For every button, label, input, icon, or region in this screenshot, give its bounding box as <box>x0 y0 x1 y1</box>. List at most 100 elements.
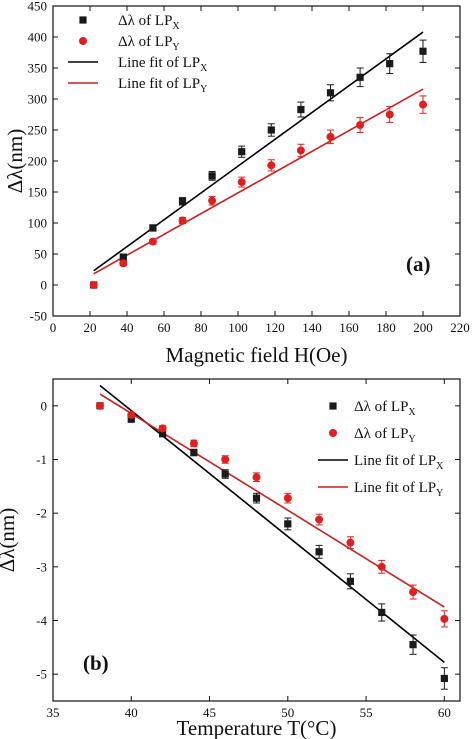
plot-frame <box>52 378 461 702</box>
legend-marker-square <box>79 16 87 24</box>
legend-marker-circle <box>79 37 87 45</box>
data-point-square <box>208 172 216 180</box>
data-point-circle <box>356 121 365 130</box>
data-point-square <box>178 197 187 205</box>
y-tick-label: -5 <box>36 667 47 682</box>
y-axis-title: Δλ(nm) <box>0 508 19 573</box>
y-tick-label: -4 <box>36 613 47 628</box>
data-point-circle <box>283 494 292 503</box>
data-point-circle <box>221 455 230 464</box>
legend-label-main: Δλ of LP <box>354 426 408 442</box>
legend-label: Line fit of LPX <box>118 55 208 74</box>
legend-marker-square <box>329 402 337 410</box>
y-tick-label: 250 <box>28 123 48 138</box>
panel-label: (b) <box>83 651 109 675</box>
data-point-circle <box>326 132 335 141</box>
data-point-circle <box>119 259 128 268</box>
y-tick-label: 0 <box>41 278 48 293</box>
x-tick-label: 60 <box>438 705 451 720</box>
data-point-circle <box>440 614 449 623</box>
legend-label-subscript: Y <box>172 42 179 53</box>
fit-line-y <box>93 88 424 275</box>
chart-panel-a: 0 20 40 60 80 100 120 140 160 180 200 220-500501001… <box>3 0 470 367</box>
x-tick-label: 60 <box>158 320 171 335</box>
x-tick-label: 50 <box>281 705 294 720</box>
panel-label: (a) <box>406 252 431 276</box>
fit-line-x <box>99 384 445 663</box>
legend-label-main: Line fit of LP <box>118 76 200 92</box>
data-point-square <box>221 470 229 478</box>
legend-label: Δλ of LPX <box>354 399 416 418</box>
data-point-square <box>356 73 364 81</box>
data-point-square <box>419 47 427 55</box>
data-point-square <box>149 224 157 232</box>
data-point-square <box>326 89 335 97</box>
legend-label: Δλ of LPX <box>118 13 180 32</box>
x-axis-title: Temperature T(°C) <box>177 716 337 739</box>
data-point-circle <box>409 588 418 597</box>
y-tick-label: 0 <box>41 398 48 413</box>
legend-label-main: Δλ of LP <box>354 399 408 415</box>
data-point-square <box>284 520 292 528</box>
x-tick-label: 20 <box>84 320 97 335</box>
data-point-square <box>386 60 394 68</box>
x-tick-label: 80 <box>195 320 208 335</box>
x-tick-label: 55 <box>360 705 373 720</box>
legend-label-subscript: Y <box>436 488 443 499</box>
data-point-circle <box>178 216 187 225</box>
x-axis-title: Magnetic field H(Oe) <box>166 343 348 367</box>
data-point-circle <box>208 196 217 205</box>
data-point-square <box>238 148 246 156</box>
y-tick-label: 50 <box>34 247 47 262</box>
data-point-square <box>346 577 355 585</box>
data-point-circle <box>89 281 98 289</box>
data-point-square <box>440 674 448 683</box>
data-point-circle <box>237 178 246 187</box>
y-tick-label: 350 <box>28 61 48 76</box>
data-point-square <box>378 608 386 617</box>
fit-line-y <box>99 393 445 608</box>
legend-label-main: Line fit of LP <box>354 480 436 496</box>
y-tick-label: 200 <box>28 154 48 169</box>
legend-label-subscript: X <box>408 407 416 418</box>
x-tick-label: 160 <box>339 320 359 335</box>
y-tick-label: -3 <box>36 559 47 574</box>
data-point-circle <box>377 562 386 571</box>
data-point-square <box>252 494 261 502</box>
x-tick-label: 0 <box>50 320 57 335</box>
legend-label-subscript: Y <box>408 434 415 445</box>
y-tick-label: -1 <box>36 452 47 467</box>
legend-label-main: Δλ of LP <box>118 34 172 50</box>
x-tick-label: 220 <box>450 320 470 335</box>
x-tick-label: 180 <box>376 320 396 335</box>
data-point-circle <box>419 100 427 109</box>
data-point-circle <box>267 161 276 170</box>
data-point-square <box>158 430 167 438</box>
chart-panel-b: 35 40 45 50 55 60 -5 -4 -3 -2 -1 0 Temperature T(°C)… <box>0 378 461 739</box>
data-point-square <box>315 548 323 556</box>
y-tick-label: -50 <box>30 309 47 324</box>
y-tick-label: -2 <box>36 506 47 521</box>
data-point-circle <box>315 515 324 524</box>
legend-label-subscript: X <box>200 63 208 74</box>
legend-label: Δλ of LPY <box>354 426 416 445</box>
legend-label: Line fit of LPX <box>354 453 444 472</box>
legend-label-main: Δλ of LP <box>118 13 172 29</box>
y-tick-label: 400 <box>28 30 48 45</box>
x-tick-label: 45 <box>203 705 216 720</box>
legend-label-main: Line fit of LP <box>118 55 200 71</box>
data-point-square <box>190 448 198 457</box>
data-point-square <box>267 126 275 134</box>
data-point-square <box>409 641 417 649</box>
y-tick-label: 450 <box>28 0 48 14</box>
x-tick-label: 200 <box>413 320 433 335</box>
data-point-circle <box>189 439 198 448</box>
y-tick-label: 100 <box>28 216 48 231</box>
y-axis-title: Δλ(nm) <box>3 129 27 194</box>
legend-marker-circle <box>329 429 337 437</box>
y-tick-label: 150 <box>28 185 48 200</box>
legend-label: Line fit of LPY <box>118 76 207 95</box>
x-tick-label: 120 <box>265 320 285 335</box>
data-point-square <box>119 253 127 261</box>
